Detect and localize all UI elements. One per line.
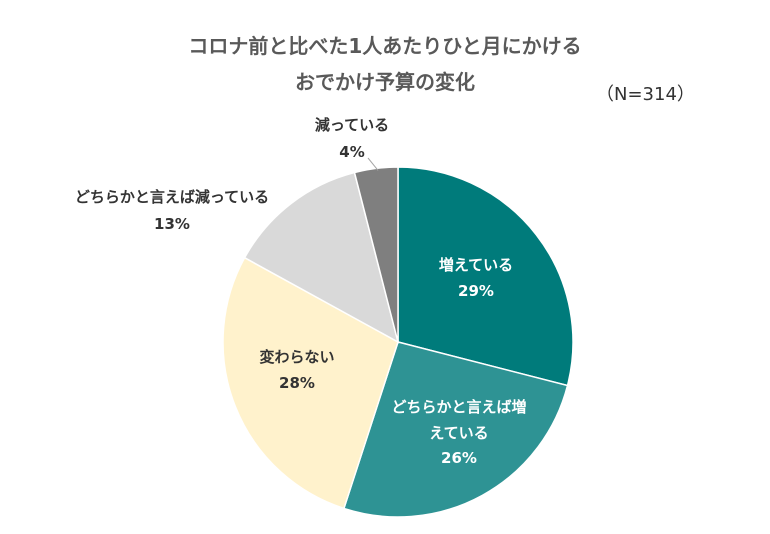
slice-value-2: 28% xyxy=(279,374,315,392)
slice-value-1: 26% xyxy=(441,449,477,467)
slice-label-3-line-0: どちらかと言えば減っている xyxy=(75,188,269,206)
chart-title-line-1: コロナ前と比べた1人あたりひと月にかける xyxy=(188,34,582,58)
pie-slice-0 xyxy=(397,166,574,387)
slice-label-1-line-1: えている xyxy=(429,424,488,442)
pie-slice-3 xyxy=(243,171,400,344)
leader-line xyxy=(367,157,379,171)
pie-slice-2 xyxy=(222,256,399,510)
slice-value-3: 13% xyxy=(154,215,190,233)
slice-value-0: 29% xyxy=(458,282,494,300)
slice-label-0-line-0: 増えている xyxy=(439,256,513,274)
chart-title-line-2: おでかけ予算の変化 xyxy=(295,70,475,94)
pie-slice-1 xyxy=(342,341,569,518)
slice-label-2-line-0: 変わらない xyxy=(259,348,334,366)
slice-label-4-line-0: 減っている xyxy=(315,116,389,134)
slice-label-1-line-0: どちらかと言えば増 xyxy=(391,398,526,416)
sample-size-note: （N=314） xyxy=(596,84,695,105)
slice-value-4: 4% xyxy=(339,143,364,161)
